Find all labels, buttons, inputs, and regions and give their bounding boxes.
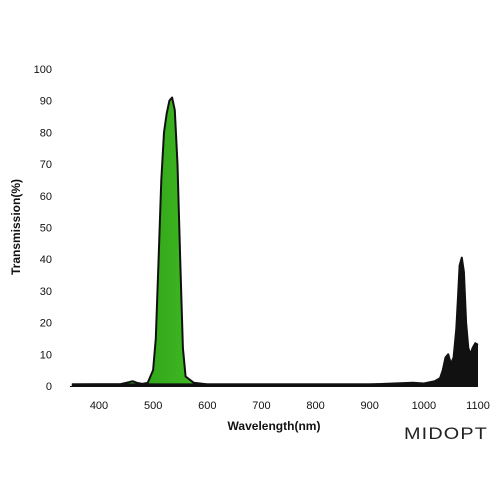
- x-tick-label: 800: [306, 400, 324, 412]
- y-tick-label: 100: [34, 64, 52, 76]
- x-tick-label: 900: [361, 400, 379, 412]
- y-tick-label: 60: [40, 191, 52, 203]
- x-tick-label: 500: [144, 400, 162, 412]
- series-1-line: [71, 256, 479, 386]
- x-tick-label: 600: [198, 400, 216, 412]
- y-tick-label: 10: [40, 349, 52, 361]
- x-tick-label: 1100: [466, 400, 490, 412]
- series-1-area: [71, 257, 479, 386]
- x-tick-label: 700: [252, 400, 270, 412]
- y-tick-label: 30: [40, 286, 52, 298]
- y-axis-title: Transmission(%): [9, 179, 23, 275]
- y-tick-label: 80: [40, 127, 52, 139]
- y-tick-labels: 0 10 20 30 40 50 60 70 80 90 100: [34, 64, 52, 393]
- y-tick-label: 50: [40, 223, 52, 235]
- x-axis-title: Wavelength(nm): [228, 419, 321, 433]
- x-tick-label: 400: [90, 400, 108, 412]
- series-layer: [71, 96, 479, 386]
- series-0-line: [71, 96, 478, 386]
- y-tick-label: 0: [46, 381, 52, 393]
- y-tick-label: 70: [40, 159, 52, 171]
- x-tick-label: 1000: [412, 400, 436, 412]
- y-tick-label: 90: [40, 96, 52, 108]
- series-0-area: [71, 97, 479, 386]
- y-tick-label: 20: [40, 318, 52, 330]
- x-tick-labels: 400 500 600 700 800 900 1000 1100: [90, 400, 490, 412]
- y-tick-label: 40: [40, 254, 52, 266]
- logo-text: MIDOPT: [404, 424, 488, 443]
- midopt-logo: MIDOPT: [404, 424, 488, 443]
